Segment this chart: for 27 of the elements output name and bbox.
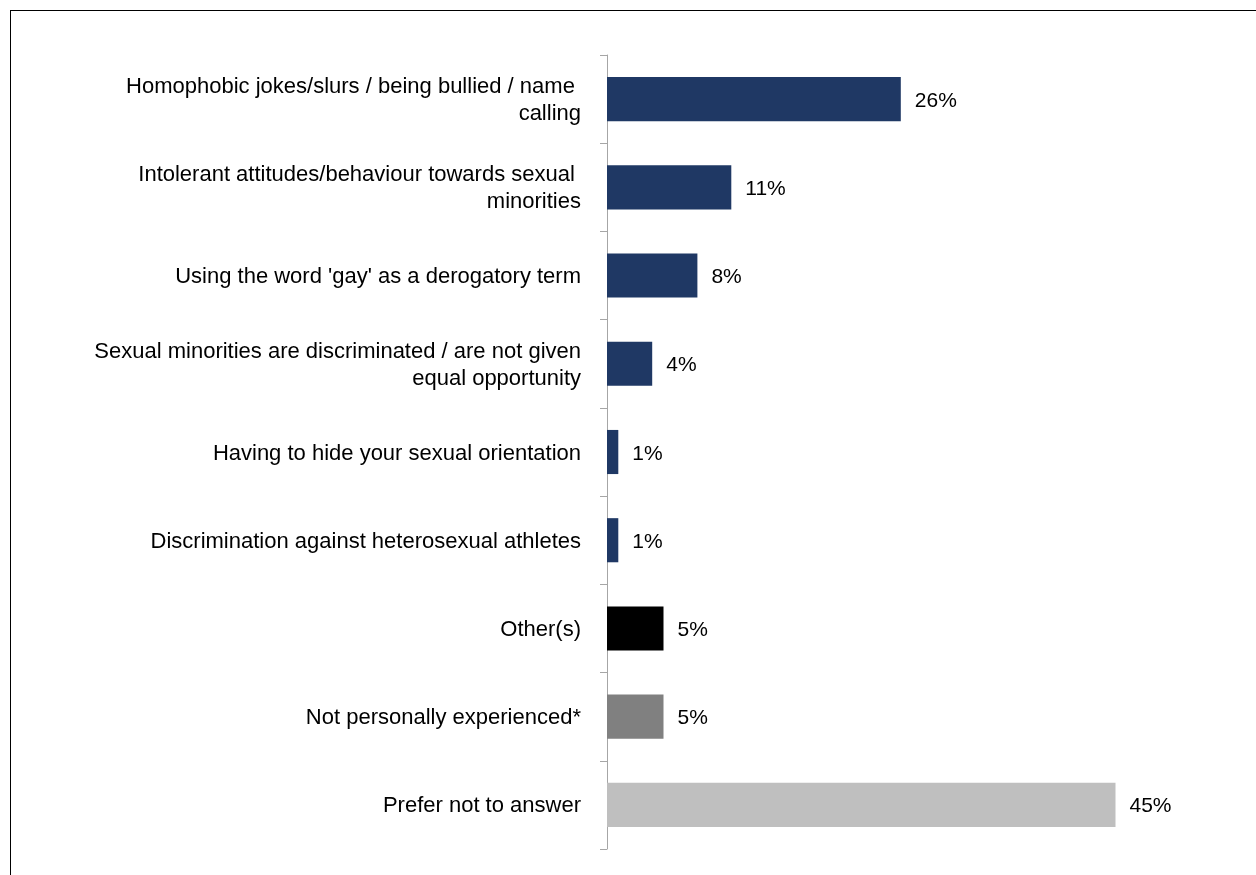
y-tick-label: Prefer not to answer [382,792,581,818]
data-label: 1% [632,440,663,464]
y-tick-label: Intolerant attitudes/behaviour towards sexual minorities [138,161,581,214]
y-tick-label: Using the word 'gay' as a derogatory term [175,263,581,289]
bar [607,253,698,298]
y-tick-label: Not personally experienced* [305,704,582,730]
bar [607,694,664,739]
bar [607,77,901,122]
data-label: 5% [677,705,708,729]
y-tick-label: Homophobic jokes/slurs / being bullied / name calling [126,73,581,126]
y-tick-label: Sexual minorities are discriminated / are not given equal opportunity [94,337,581,390]
bar [607,518,619,563]
y-tick-label: Other(s) [500,615,581,641]
bar [607,341,653,386]
bar [607,606,664,651]
data-label: 26% [914,87,957,111]
data-label: 5% [677,616,708,640]
data-label: 45% [1129,793,1172,817]
data-label: 11% [745,175,786,199]
bar [607,429,619,475]
y-tick-label: Discrimination against heterosexual athletes [150,527,581,553]
data-label: 4% [666,352,697,376]
data-label: 8% [711,264,742,288]
bar [607,782,1116,827]
bar [607,165,732,210]
y-tick-label: Having to hide your sexual orientation [212,439,581,465]
data-label: 1% [632,528,663,552]
